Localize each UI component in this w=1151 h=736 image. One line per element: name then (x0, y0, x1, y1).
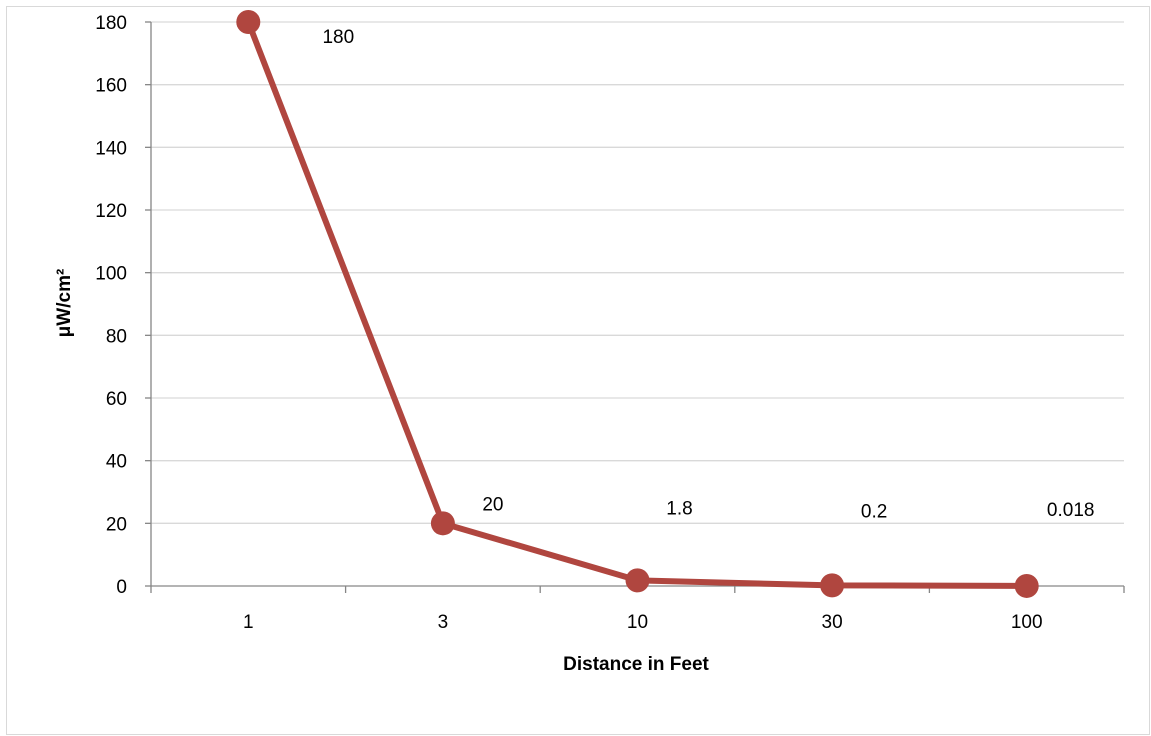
x-axis-title: Distance in Feet (563, 654, 709, 675)
data-labels: 180 20 1.8 0.2 0.018 (322, 27, 1094, 522)
y-tick-label: 40 (106, 452, 127, 473)
data-label: 0.018 (1047, 500, 1095, 521)
x-tick-label: 3 (438, 612, 449, 633)
x-tick-label: 10 (627, 612, 648, 633)
y-tick-label: 120 (95, 201, 127, 222)
y-axis-title: μW/cm² (54, 269, 75, 338)
data-label: 180 (322, 27, 354, 48)
y-tick-label: 0 (116, 577, 127, 598)
axes (145, 21, 1125, 593)
y-tick-label: 140 (95, 138, 127, 159)
data-point (625, 568, 650, 593)
y-tick-label: 100 (95, 264, 127, 285)
y-tick-label: 20 (106, 514, 127, 535)
data-point (236, 10, 261, 34)
x-tick-label: 100 (1011, 612, 1043, 633)
series-1 (236, 10, 1039, 598)
y-tick-label: 60 (106, 389, 127, 410)
chart-area (6, 6, 1150, 735)
data-point (1014, 573, 1039, 598)
data-label: 20 (482, 494, 503, 515)
data-label: 0.2 (861, 501, 887, 522)
y-tick-label: 180 (95, 13, 127, 34)
data-point (820, 573, 845, 598)
x-tick-labels: 1 3 10 30 100 (243, 612, 1043, 633)
y-tick-label: 160 (95, 76, 127, 97)
y-tick-label: 80 (106, 326, 127, 347)
x-tick-label: 1 (243, 612, 254, 633)
x-tick-label: 30 (822, 612, 843, 633)
data-label: 1.8 (666, 498, 692, 519)
data-point (430, 511, 455, 536)
series-line (245, 20, 1027, 589)
y-tick-labels: 0 20 40 60 80 100 120 140 160 180 (95, 13, 127, 598)
gridlines (151, 21, 1124, 524)
